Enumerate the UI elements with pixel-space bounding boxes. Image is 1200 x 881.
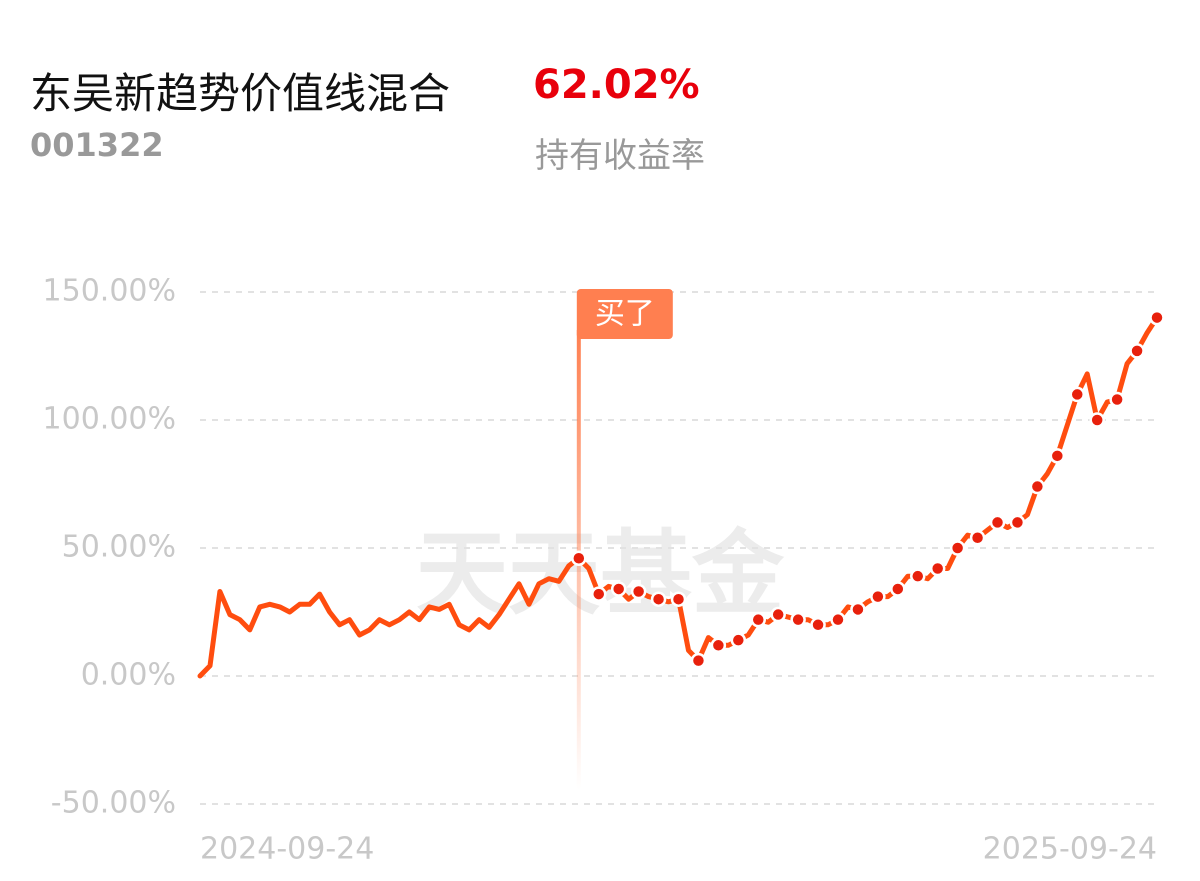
data-point	[910, 568, 926, 584]
data-point	[770, 606, 786, 623]
data-point	[870, 588, 886, 605]
data-point	[730, 632, 747, 648]
data-point	[650, 591, 667, 607]
return-value: 62.02%	[533, 62, 700, 108]
data-point	[969, 530, 986, 546]
data-point	[949, 540, 966, 556]
data-point	[591, 586, 607, 602]
data-point	[830, 611, 846, 628]
x-tick-label: 2025-09-24	[983, 832, 1157, 867]
y-tick-label: 150.00%	[43, 274, 176, 309]
data-point	[850, 601, 866, 618]
fund-code: 001322	[30, 126, 164, 164]
buy-label: 买了	[595, 297, 655, 332]
y-tick-label: 100.00%	[43, 402, 176, 437]
watermark: 天天基金	[416, 520, 785, 627]
data-point	[610, 581, 627, 597]
buy-tag	[576, 289, 673, 339]
return-label: 持有收益率	[535, 136, 705, 176]
data-point	[890, 581, 906, 597]
data-point	[1069, 386, 1085, 403]
data-point	[1089, 412, 1105, 428]
fund-name: 东吴新趋势价值线混合	[30, 69, 451, 118]
data-point	[1149, 309, 1165, 326]
data-point	[790, 611, 806, 628]
data-point	[1049, 448, 1066, 464]
y-tick-label: -50.00%	[51, 786, 176, 821]
data-point	[571, 550, 587, 566]
data-point	[929, 560, 946, 577]
x-tick-label: 2024-09-24	[200, 832, 374, 867]
data-point	[710, 637, 727, 654]
data-point	[750, 611, 766, 628]
data-point	[989, 514, 1006, 531]
data-point	[630, 583, 647, 600]
data-point	[670, 591, 687, 607]
data-point	[1109, 391, 1125, 408]
data-point	[810, 617, 826, 633]
data-point	[690, 652, 707, 669]
data-point	[1029, 478, 1046, 495]
data-point	[1129, 343, 1145, 359]
data-point	[1009, 514, 1026, 531]
y-tick-label: 50.00%	[62, 530, 176, 565]
y-tick-label: 0.00%	[81, 658, 176, 693]
